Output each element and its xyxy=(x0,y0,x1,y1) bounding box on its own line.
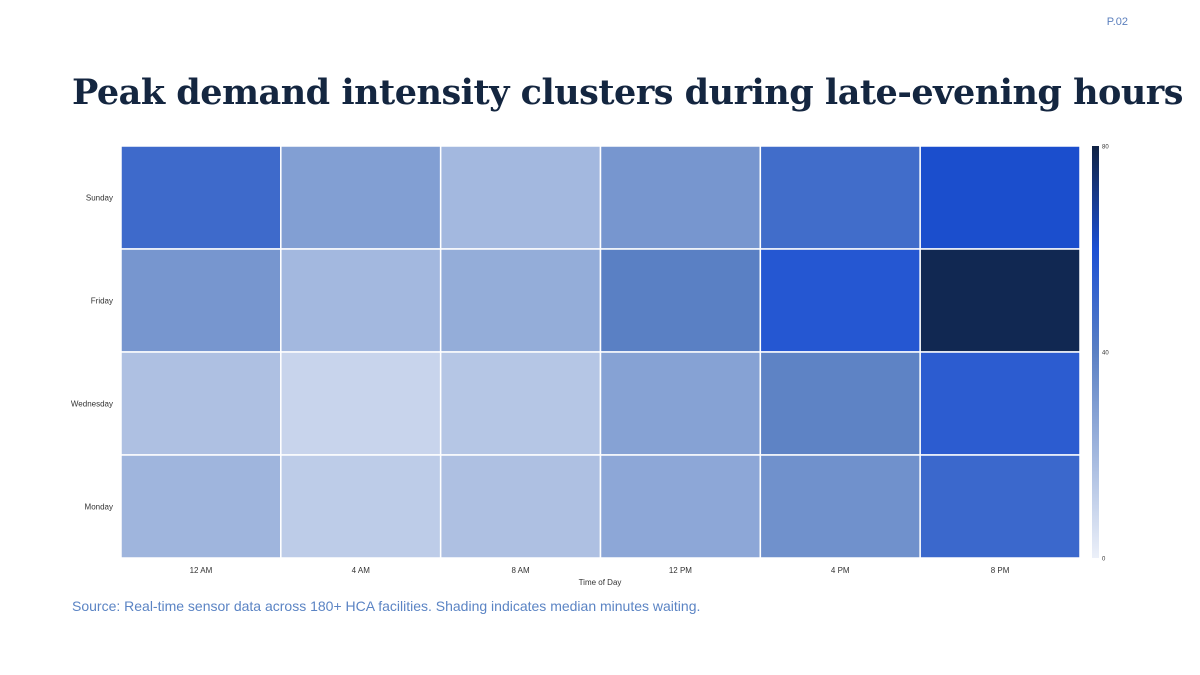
heatmap-cell xyxy=(759,351,921,456)
colorbar xyxy=(1092,146,1099,558)
heatmap-cell xyxy=(120,351,282,456)
heatmap-cell xyxy=(439,145,602,250)
colorbar-tick-label: 80 xyxy=(1102,145,1109,151)
page-number: P.02 xyxy=(1106,16,1128,28)
colorbar-tick-label: 40 xyxy=(1102,351,1109,357)
x-tick-label: 12 PM xyxy=(669,566,692,575)
y-tick-label: Monday xyxy=(85,503,113,512)
heatmap-cell xyxy=(599,351,762,456)
x-tick-label: 4 AM xyxy=(352,566,371,575)
colorbar-ticks: 0 40 80 xyxy=(1102,145,1109,563)
heatmap-cell xyxy=(280,351,442,456)
heatmap-cell xyxy=(599,454,762,559)
heatmap-cell xyxy=(919,351,1081,456)
y-tick-label: Wednesday xyxy=(71,400,113,409)
heatmap-cell xyxy=(919,454,1081,559)
colorbar-tick-label: 0 xyxy=(1102,557,1106,563)
y-tick-label: Sunday xyxy=(86,194,113,203)
page-title: Peak demand intensity clusters during la… xyxy=(72,72,1183,113)
x-tick-label: 8 AM xyxy=(511,566,530,575)
heatmap-cell xyxy=(759,248,921,353)
heatmap-cell xyxy=(919,145,1081,250)
source-note: Source: Real-time sensor data across 180… xyxy=(72,598,701,614)
x-axis-labels: 12 AM 4 AM 8 AM 12 PM 4 PM 8 PM xyxy=(190,566,1010,575)
heatmap-cell xyxy=(439,454,602,559)
x-axis-title: Time of Day xyxy=(579,578,622,587)
heatmap-cell xyxy=(919,248,1081,353)
heatmap-cell xyxy=(599,248,762,353)
x-tick-label: 4 PM xyxy=(831,566,850,575)
heatmap-cell xyxy=(120,248,282,353)
heatmap-cell xyxy=(599,145,762,250)
heatmap-chart: Sunday Friday Wednesday Monday 12 AM 4 AM 8 A… xyxy=(71,145,1109,588)
heatmap-cell xyxy=(439,248,602,353)
heatmap-cells xyxy=(120,145,1081,559)
heatmap-cell xyxy=(439,351,602,456)
x-tick-label: 12 AM xyxy=(190,566,213,575)
x-tick-label: 8 PM xyxy=(991,566,1010,575)
heatmap-cell xyxy=(120,145,282,250)
heatmap-cell xyxy=(759,145,921,250)
heatmap-cell xyxy=(280,248,442,353)
heatmap-cell xyxy=(759,454,921,559)
heatmap-cell xyxy=(120,454,282,559)
y-axis-labels: Sunday Friday Wednesday Monday xyxy=(71,194,113,512)
heatmap-cell xyxy=(280,454,442,559)
heatmap-cell xyxy=(280,145,442,250)
y-tick-label: Friday xyxy=(91,297,113,306)
